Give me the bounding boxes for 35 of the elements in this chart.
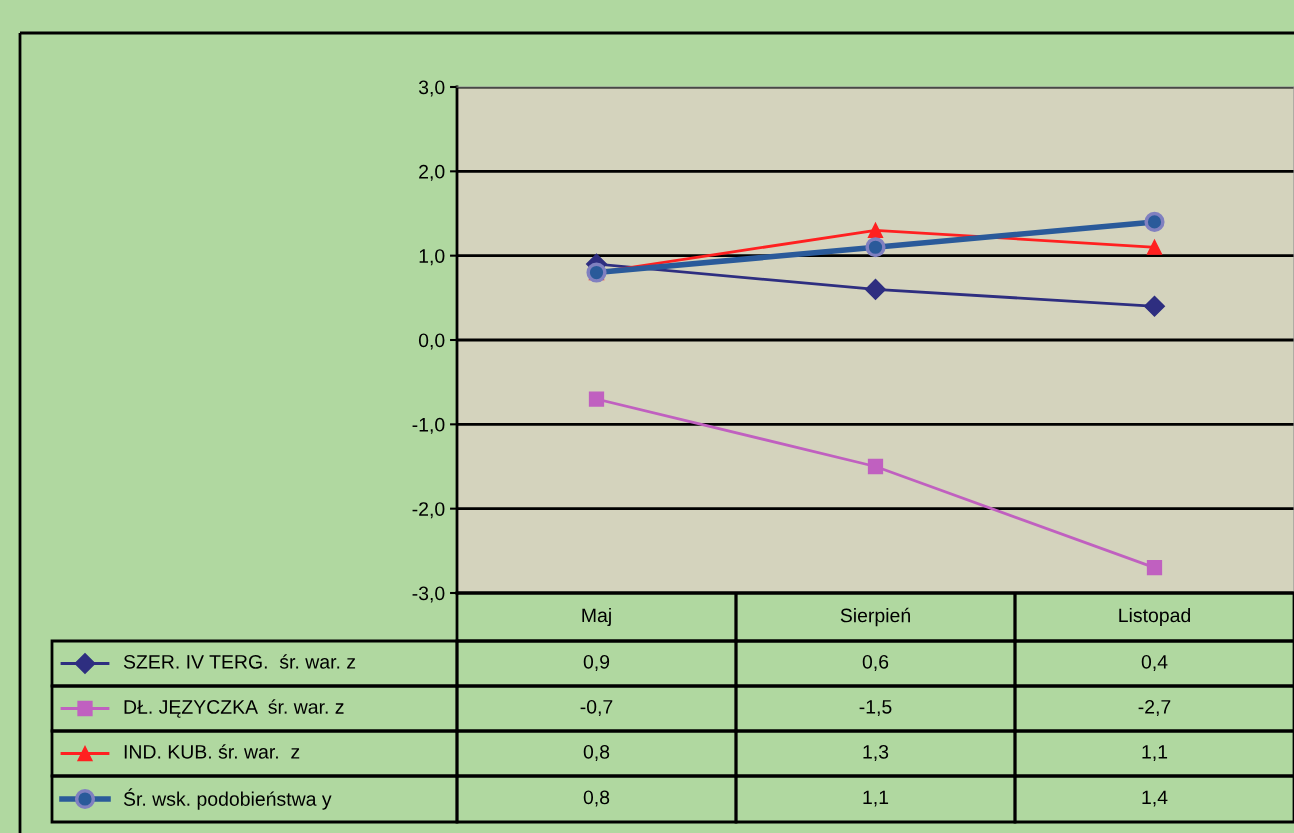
y-tick-label: 3,0 — [418, 80, 445, 97]
legend-label: Śr. wsk. podobieństwa y — [123, 788, 332, 810]
x-tick-label: Maj — [582, 607, 611, 627]
data-label: -2,7 — [1138, 699, 1171, 717]
data-label: 0,6 — [862, 654, 889, 672]
data-label: -0,7 — [580, 699, 613, 717]
y-tick-label: 2,0 — [419, 164, 445, 181]
point — [867, 222, 884, 239]
point — [1143, 295, 1166, 317]
data-label: 0,8 — [583, 744, 610, 762]
x-tick-label: Sierpień — [840, 607, 910, 627]
y-tick-label: -2,0 — [412, 502, 445, 519]
data-label: -1,5 — [859, 700, 892, 717]
point — [1144, 211, 1165, 233]
data-label: 0,4 — [1141, 654, 1168, 672]
data-label: 0,9 — [583, 654, 610, 672]
point — [865, 237, 886, 258]
data-label: 1,1 — [863, 790, 889, 807]
data-label: 0,8 — [583, 790, 610, 807]
point — [864, 278, 887, 300]
y-tick-label: 1,0 — [419, 249, 445, 266]
x-tick-label: Listopad — [1119, 607, 1191, 627]
legend-label: SZER. IV TERG. śr. war. z — [123, 654, 356, 669]
point — [588, 391, 605, 407]
data-label: 1,3 — [863, 744, 889, 762]
point — [867, 458, 884, 475]
point — [1146, 239, 1163, 255]
y-tick-label: -3,0 — [412, 586, 445, 603]
data-label: 1,4 — [1142, 790, 1168, 807]
data-label: 1,1 — [1142, 745, 1168, 762]
point — [1146, 560, 1163, 576]
y-tick-label: 0,0 — [418, 333, 445, 350]
legend-label: IND. KUB. śr. war. z — [124, 744, 300, 759]
legend-label: DŁ. JĘZYCZKA śr. war. z — [124, 699, 344, 718]
y-tick-label: -1,0 — [412, 417, 445, 434]
